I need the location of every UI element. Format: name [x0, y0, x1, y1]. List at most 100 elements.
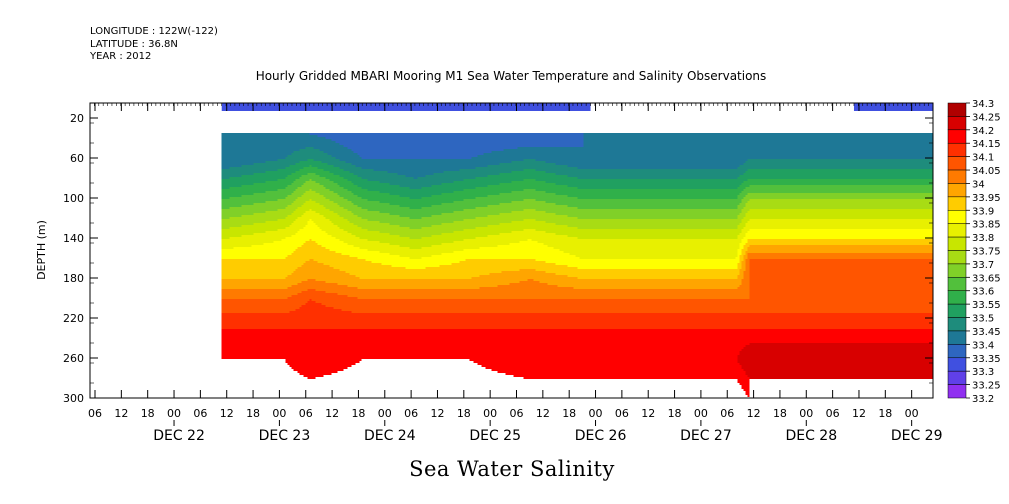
x-tick-label: 00 — [483, 407, 497, 420]
x-tick-label: 06 — [615, 407, 629, 420]
x-tick-label: 00 — [589, 407, 603, 420]
colorbar-label: 33.95 — [972, 193, 1001, 204]
y-tick-label: 260 — [63, 352, 84, 365]
colorbar-label: 34.1 — [972, 153, 994, 164]
x-tick-label: 06 — [299, 407, 313, 420]
colorbar-label: 33.85 — [972, 220, 1001, 231]
x-tick-label: 06 — [826, 407, 840, 420]
colorbar-swatch — [947, 183, 967, 198]
colorbar-swatch — [947, 370, 967, 385]
colorbar-label: 33.45 — [972, 327, 1001, 338]
colorbar-label: 34.15 — [972, 139, 1001, 150]
x-date-label: DEC 27 — [680, 428, 732, 444]
axes: 20 60 100 140 180 220 260 300 06 12 18 00 06 12 18 00 06… — [63, 102, 942, 444]
x-tick-label: 18 — [668, 407, 682, 420]
x-tick-label: 12 — [641, 407, 655, 420]
y-tick-label: 220 — [63, 312, 84, 325]
colorbar-swatch — [947, 317, 967, 332]
x-tick-label: 00 — [799, 407, 813, 420]
x-tick-label: 12 — [325, 407, 339, 420]
colorbar: 34.3 34.25 34.2 34.15 34.1 34.05 34 33.95 33.9 33… — [947, 99, 1001, 405]
colorbar-label: 33.8 — [972, 233, 994, 244]
near-surface-band — [221, 103, 591, 111]
y-tick-label: 20 — [70, 112, 84, 125]
colorbar-swatch — [947, 250, 967, 265]
colorbar-swatch — [947, 116, 967, 131]
x-tick-label: 00 — [167, 407, 181, 420]
colorbar-label: 33.75 — [972, 247, 1001, 258]
colorbar-label: 33.55 — [972, 300, 1001, 311]
colorbar-swatch — [947, 330, 967, 345]
x-tick-label: 12 — [220, 407, 234, 420]
x-tick-label: 00 — [905, 407, 919, 420]
plot-area — [221, 103, 934, 397]
x-tick-label: 06 — [510, 407, 524, 420]
colorbar-swatch — [947, 344, 967, 359]
x-date-label: DEC 23 — [259, 428, 311, 444]
x-tick-label: 18 — [773, 407, 787, 420]
colorbar-label: 33.5 — [972, 314, 994, 325]
chart-title: Hourly Gridded MBARI Mooring M1 Sea Wate… — [256, 69, 767, 83]
colorbar-swatch — [947, 384, 967, 399]
colorbar-swatch — [947, 290, 967, 305]
y-axis-title: DEPTH (m) — [35, 220, 48, 280]
x-tick-label: 18 — [562, 407, 576, 420]
x-tick-label: 06 — [88, 407, 102, 420]
x-tick-label: 18 — [457, 407, 471, 420]
x-tick-label: 12 — [430, 407, 444, 420]
colorbar-label: 34.05 — [972, 166, 1001, 177]
y-tick-label: 140 — [63, 232, 84, 245]
x-tick-label: 12 — [114, 407, 128, 420]
x-tick-label: 12 — [747, 407, 761, 420]
x-tick-label: 00 — [694, 407, 708, 420]
y-tick-label: 100 — [63, 192, 84, 205]
colorbar-label: 33.7 — [972, 260, 994, 271]
colorbar-swatch — [947, 156, 967, 171]
colorbar-label: 34.3 — [972, 99, 994, 110]
x-tick-label: 12 — [852, 407, 866, 420]
y-tick-label: 180 — [63, 272, 84, 285]
colorbar-label: 34 — [972, 179, 985, 190]
colorbar-label: 33.65 — [972, 273, 1001, 284]
x-tick-label: 18 — [351, 407, 365, 420]
near-surface-band — [853, 103, 933, 111]
colorbar-label: 33.2 — [972, 394, 994, 405]
colorbar-swatch — [947, 169, 967, 184]
y-tick-label: 300 — [63, 392, 84, 405]
colorbar-swatch — [947, 210, 967, 224]
colorbar-label: 33.25 — [972, 381, 1001, 392]
colorbar-label: 33.4 — [972, 340, 994, 351]
x-date-label: DEC 24 — [364, 428, 416, 444]
colorbar-swatch — [947, 129, 967, 144]
colorbar-swatch — [947, 303, 967, 318]
colorbar-label: 33.6 — [972, 287, 994, 298]
x-tick-label: 18 — [141, 407, 155, 420]
variable-label: Sea Water Salinity — [409, 457, 615, 481]
x-date-label: DEC 26 — [575, 428, 627, 444]
colorbar-swatch — [947, 236, 967, 251]
colorbar-swatch — [947, 142, 967, 157]
x-date-label: DEC 25 — [469, 428, 521, 444]
colorbar-label: 34.2 — [972, 126, 994, 137]
colorbar-label: 33.3 — [972, 367, 994, 378]
latitude-label: LATITUDE : 36.8N — [90, 39, 178, 50]
colorbar-swatch — [947, 357, 967, 372]
x-tick-label: 18 — [246, 407, 260, 420]
colorbar-swatch — [947, 277, 967, 291]
x-tick-label: 00 — [272, 407, 286, 420]
x-tick-label: 06 — [720, 407, 734, 420]
colorbar-label: 34.25 — [972, 112, 1001, 123]
x-tick-label: 06 — [193, 407, 207, 420]
colorbar-label: 33.35 — [972, 354, 1001, 365]
x-date-label: DEC 28 — [785, 428, 837, 444]
year-label: YEAR : 2012 — [89, 51, 151, 62]
x-tick-label: 00 — [378, 407, 392, 420]
x-tick-label: 12 — [536, 407, 550, 420]
x-date-label: DEC 22 — [153, 428, 205, 444]
colorbar-label: 33.9 — [972, 206, 994, 217]
colorbar-swatch — [947, 102, 967, 117]
x-tick-label: 18 — [878, 407, 892, 420]
longitude-label: LONGITUDE : 122W(-122) — [90, 26, 218, 37]
x-tick-label: 06 — [404, 407, 418, 420]
